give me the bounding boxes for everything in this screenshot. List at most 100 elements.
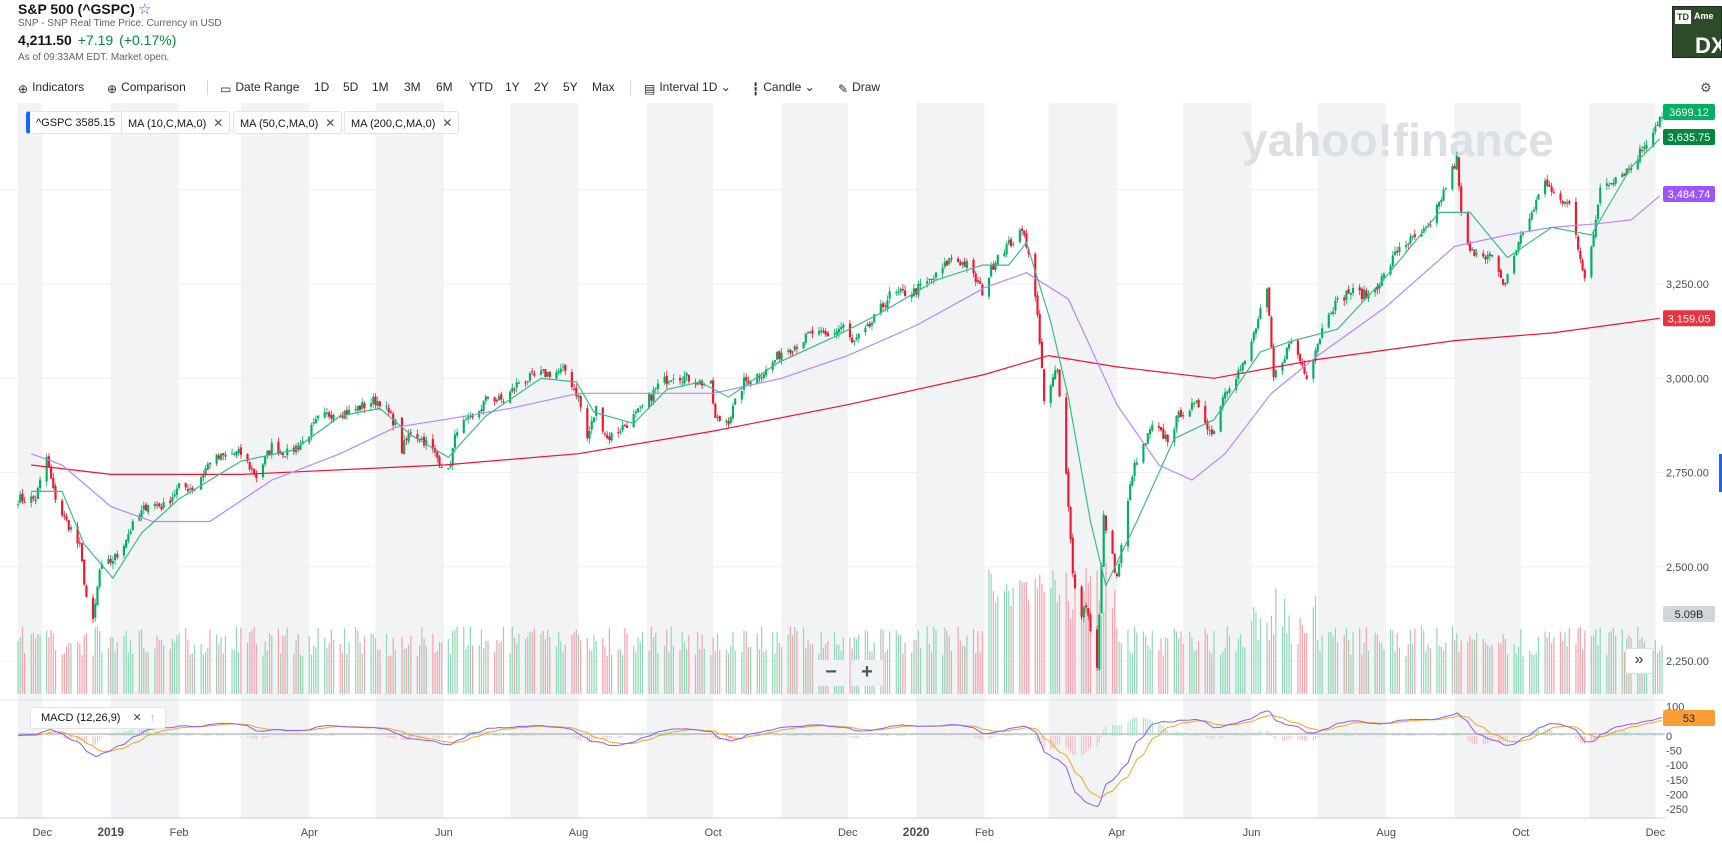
legend-symbol[interactable]: ^GSPC 3585.15 <box>26 111 123 134</box>
range-1m[interactable]: 1M <box>372 80 389 94</box>
histogram-bar <box>1268 731 1270 736</box>
histogram-bar <box>401 735 403 741</box>
comparison-button[interactable]: ⊕ Comparison <box>107 80 186 96</box>
advertisement[interactable]: TD Ame DX <box>1672 6 1722 58</box>
histogram-bar <box>511 734 513 736</box>
candle-body <box>1100 565 1103 614</box>
histogram-bar <box>1420 735 1422 736</box>
volume-bar <box>1211 653 1213 694</box>
histogram-bar <box>96 735 98 743</box>
histogram-bar <box>1577 735 1579 741</box>
draw-button[interactable]: ✎ Draw <box>838 80 880 96</box>
volume-bar <box>933 626 935 694</box>
zoom-out-button[interactable]: − <box>815 660 847 686</box>
range-max[interactable]: Max <box>592 80 615 94</box>
candle-body <box>1612 183 1615 185</box>
volume-bar <box>1566 646 1568 694</box>
histogram-bar <box>1056 735 1058 745</box>
volume-bar <box>355 627 357 694</box>
candle-body <box>1241 362 1244 371</box>
histogram-bar <box>1052 735 1054 749</box>
macd-legend[interactable]: MACD (12,26,9) ✕ ↑ <box>30 707 167 729</box>
candle-body <box>729 417 732 424</box>
close-icon[interactable]: ✕ <box>213 116 224 130</box>
volume-bar <box>727 653 730 694</box>
volume-bar <box>577 634 580 694</box>
close-icon[interactable]: ✕ <box>325 116 336 130</box>
histogram-bar <box>602 735 604 740</box>
legend-ma10[interactable]: MA (10,C,MA,0) ✕ <box>121 111 231 134</box>
side-panel-tab[interactable] <box>1719 454 1722 492</box>
month-band <box>510 103 579 818</box>
range-2y[interactable]: 2Y <box>534 80 549 94</box>
candle-body <box>1012 243 1015 245</box>
histogram-bar <box>756 733 758 736</box>
candle-body <box>451 447 454 466</box>
interval-button[interactable]: ▤ Interval 1D ⌄ <box>644 80 731 96</box>
candle-body <box>542 369 545 371</box>
histogram-bar <box>794 734 796 736</box>
range-ytd[interactable]: YTD <box>469 80 493 94</box>
volume-bar <box>1050 588 1052 694</box>
volume-bar <box>222 653 224 694</box>
volume-bar <box>1182 643 1184 694</box>
volume-bar <box>1584 631 1586 694</box>
candle-body <box>1058 369 1061 397</box>
histogram-bar <box>781 733 783 736</box>
zoom-in-button[interactable]: + <box>851 660 883 686</box>
y-tick-label: 2,750.00 <box>1666 468 1709 480</box>
histogram-bar <box>1134 717 1136 736</box>
candle-body <box>34 499 37 501</box>
watchlist-star-icon[interactable]: ☆ <box>138 1 152 18</box>
candle-body <box>1237 370 1240 379</box>
volume-bar <box>81 655 83 694</box>
candle-body <box>431 438 434 450</box>
candle-body <box>780 352 783 361</box>
scroll-to-latest-icon[interactable]: » <box>1625 648 1653 674</box>
volume-bar <box>1484 642 1487 694</box>
range-1y[interactable]: 1Y <box>505 80 520 94</box>
histogram-bar <box>1498 735 1500 742</box>
candle-body <box>533 373 536 376</box>
candle-body <box>107 558 110 564</box>
range-5y[interactable]: 5Y <box>563 80 578 94</box>
histogram-bar <box>416 735 418 739</box>
candle-body <box>339 416 342 418</box>
range-1d[interactable]: 1D <box>314 80 330 94</box>
candle-body <box>1583 269 1586 279</box>
histogram-bar <box>1301 735 1303 741</box>
settings-gear-icon[interactable]: ⚙ <box>1700 80 1712 95</box>
volume-bar <box>1237 638 1239 694</box>
histogram-bar <box>1085 735 1087 752</box>
indicators-button[interactable]: ⊕ Indicators <box>18 80 84 96</box>
chart-type-button[interactable]: ┇ Candle ⌄ <box>752 80 815 96</box>
range-3m[interactable]: 3M <box>404 80 421 94</box>
close-icon[interactable]: ✕ <box>132 712 142 724</box>
candle-body <box>855 337 858 340</box>
candle-body <box>531 371 534 373</box>
histogram-bar <box>1173 731 1175 736</box>
candle-body <box>1610 183 1613 185</box>
candle-body <box>840 327 843 330</box>
legend-ma50[interactable]: MA (50,C,MA,0) ✕ <box>233 111 343 134</box>
range-5d[interactable]: 5D <box>343 80 359 94</box>
volume-bar <box>1321 635 1323 694</box>
candle-body <box>447 468 450 470</box>
histogram-bar <box>973 735 975 738</box>
arrow-up-icon[interactable]: ↑ <box>149 712 156 724</box>
x-tick-label: Feb <box>975 827 994 839</box>
candle-body <box>778 351 781 360</box>
close-icon[interactable]: ✕ <box>442 116 453 130</box>
range-6m[interactable]: 6M <box>436 80 453 94</box>
histogram-bar <box>432 735 434 738</box>
legend-ma200[interactable]: MA (200,C,MA,0) ✕ <box>344 111 460 134</box>
candle-body <box>493 397 496 402</box>
month-band <box>1589 103 1656 818</box>
histogram-bar <box>789 733 791 736</box>
candle-body <box>374 396 377 405</box>
date-range-button[interactable]: ▭ Date Range <box>220 80 299 96</box>
volume-bar <box>889 631 891 694</box>
histogram-bar <box>1198 735 1200 736</box>
candle-body <box>826 332 829 337</box>
